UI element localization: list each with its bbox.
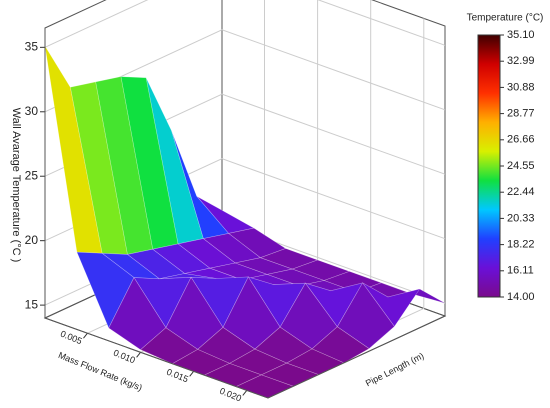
colorbar-title: Temperature (°C) [467, 13, 544, 24]
plot-area [40, 0, 447, 399]
colorbar-tick-label: 20.33 [507, 212, 535, 224]
colorbar-tick-label: 30.88 [507, 81, 535, 93]
z-tick-label: 35 [25, 40, 39, 54]
colorbar [477, 34, 501, 298]
x-tick [83, 332, 88, 339]
x-tick [136, 351, 141, 358]
colorbar-tick-label: 26.66 [507, 134, 535, 146]
z-tick-label: 15 [25, 297, 39, 311]
axis-line [44, 315, 446, 399]
colorbar-tick-label: 35.10 [507, 29, 535, 41]
z-axis-title: Wall Avarage Temperature (°C ) [10, 108, 22, 263]
x-tick [242, 390, 248, 396]
z-tick-label: 25 [25, 168, 39, 182]
colorbar-tick-label: 22.44 [507, 186, 535, 198]
colorbar-tick-label: 32.99 [507, 55, 535, 67]
colorbar-tick-label: 14.00 [507, 291, 535, 303]
colorbar-tick-label: 24.55 [507, 160, 535, 172]
z-tick-label: 30 [25, 104, 39, 118]
z-tick-label: 20 [25, 233, 39, 247]
x-tick [189, 371, 195, 377]
colorbar-tick-label: 18.22 [507, 239, 535, 251]
colorbar-tick-label: 28.77 [507, 108, 535, 120]
colorbar-tick-label: 16.11 [507, 265, 534, 277]
